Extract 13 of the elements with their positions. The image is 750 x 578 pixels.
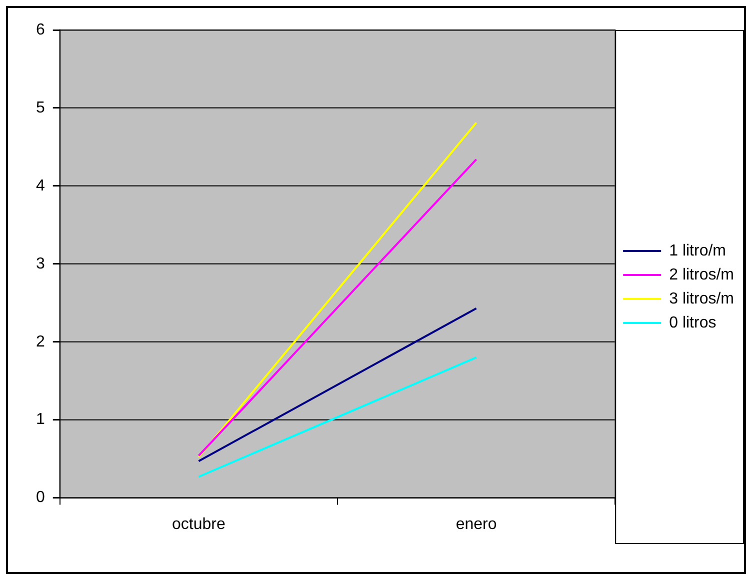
x-tick-label: enero [456, 516, 497, 533]
legend-label: 3 litros/m [669, 290, 734, 308]
y-tick-label: 6 [36, 21, 45, 38]
legend-label: 1 litro/m [669, 242, 726, 260]
legend-label: 0 litros [669, 314, 716, 332]
y-tick-label: 5 [36, 99, 45, 116]
legend-label: 2 litros/m [669, 266, 734, 284]
y-tick-label: 1 [36, 411, 45, 428]
y-tick-label: 0 [36, 489, 45, 506]
y-tick-label: 3 [36, 255, 45, 272]
y-tick-label: 2 [36, 333, 45, 350]
y-tick-label: 4 [36, 177, 45, 194]
x-tick-label: octubre [172, 516, 226, 533]
